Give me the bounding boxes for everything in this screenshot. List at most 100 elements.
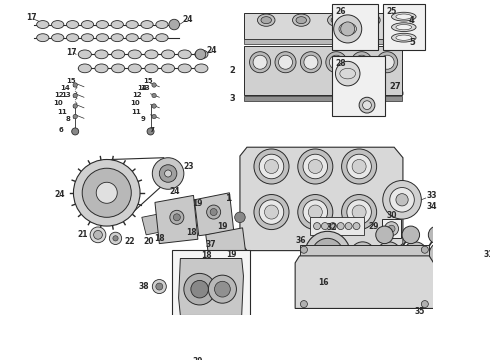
Text: 24: 24 <box>182 15 193 24</box>
Circle shape <box>428 226 446 244</box>
Ellipse shape <box>396 35 412 40</box>
Circle shape <box>303 200 328 224</box>
Ellipse shape <box>156 34 168 42</box>
Text: 13: 13 <box>62 92 72 98</box>
Circle shape <box>347 200 371 224</box>
Circle shape <box>191 280 208 298</box>
Ellipse shape <box>126 21 138 28</box>
Ellipse shape <box>257 14 275 26</box>
Circle shape <box>359 97 375 113</box>
Ellipse shape <box>67 34 79 42</box>
Circle shape <box>109 232 122 244</box>
Circle shape <box>363 101 371 109</box>
Text: 32: 32 <box>327 223 337 232</box>
Circle shape <box>312 238 343 270</box>
Ellipse shape <box>178 64 191 73</box>
Circle shape <box>265 159 278 174</box>
Ellipse shape <box>37 34 49 42</box>
Circle shape <box>147 128 154 135</box>
Circle shape <box>347 154 371 179</box>
Ellipse shape <box>141 21 153 28</box>
Circle shape <box>382 247 396 261</box>
Text: 10: 10 <box>53 100 63 107</box>
Circle shape <box>380 55 394 69</box>
Text: 16: 16 <box>318 278 328 287</box>
Text: 37: 37 <box>206 240 216 249</box>
Circle shape <box>72 128 79 135</box>
Ellipse shape <box>363 14 380 26</box>
Circle shape <box>326 52 347 73</box>
Ellipse shape <box>396 14 412 19</box>
Bar <box>332 4 377 50</box>
Circle shape <box>94 230 102 239</box>
Ellipse shape <box>392 33 416 42</box>
Text: 38: 38 <box>138 282 149 291</box>
Ellipse shape <box>195 50 208 59</box>
Circle shape <box>170 210 184 224</box>
Circle shape <box>195 49 206 60</box>
Polygon shape <box>295 256 434 309</box>
Circle shape <box>308 205 322 219</box>
Polygon shape <box>178 258 244 315</box>
Ellipse shape <box>112 64 125 73</box>
Circle shape <box>435 247 448 261</box>
Text: 34: 34 <box>427 202 437 211</box>
Circle shape <box>259 154 284 179</box>
Bar <box>172 250 250 324</box>
Circle shape <box>305 231 350 277</box>
Circle shape <box>321 222 328 230</box>
Text: 30: 30 <box>386 211 397 220</box>
Text: 5: 5 <box>409 37 415 46</box>
Ellipse shape <box>396 24 412 30</box>
Text: 8: 8 <box>66 116 71 122</box>
Circle shape <box>152 279 166 293</box>
Text: 10: 10 <box>130 100 140 107</box>
Polygon shape <box>245 13 402 40</box>
Circle shape <box>456 242 480 266</box>
Circle shape <box>278 55 293 69</box>
Text: 14: 14 <box>137 85 147 91</box>
Bar <box>245 95 402 101</box>
Text: 15: 15 <box>66 78 75 84</box>
Bar <box>383 4 425 50</box>
Circle shape <box>184 273 216 305</box>
Circle shape <box>461 247 475 261</box>
Circle shape <box>207 205 220 219</box>
Circle shape <box>403 242 427 266</box>
Circle shape <box>73 104 77 108</box>
Circle shape <box>329 222 336 230</box>
Bar <box>245 40 402 44</box>
Polygon shape <box>245 46 402 95</box>
Ellipse shape <box>37 21 49 28</box>
Ellipse shape <box>126 34 138 42</box>
Circle shape <box>156 283 163 290</box>
Ellipse shape <box>51 21 64 28</box>
Ellipse shape <box>96 21 108 28</box>
Polygon shape <box>142 213 168 235</box>
Circle shape <box>421 301 428 307</box>
Circle shape <box>429 242 454 266</box>
Polygon shape <box>240 147 403 251</box>
Circle shape <box>408 247 422 261</box>
Ellipse shape <box>128 50 141 59</box>
Circle shape <box>334 15 362 43</box>
Circle shape <box>73 114 77 119</box>
Circle shape <box>314 222 320 230</box>
Ellipse shape <box>331 17 342 24</box>
Circle shape <box>385 222 398 236</box>
Circle shape <box>355 55 369 69</box>
Circle shape <box>259 200 284 224</box>
Ellipse shape <box>95 50 108 59</box>
Text: 31: 31 <box>484 249 490 258</box>
Text: 24: 24 <box>207 46 217 55</box>
Ellipse shape <box>128 64 141 73</box>
Circle shape <box>208 275 237 303</box>
Ellipse shape <box>67 21 79 28</box>
Text: 36: 36 <box>295 235 306 244</box>
Bar <box>382 219 401 238</box>
Circle shape <box>342 149 377 184</box>
Circle shape <box>152 158 184 189</box>
Ellipse shape <box>162 64 174 73</box>
Circle shape <box>455 226 472 244</box>
Text: 20: 20 <box>144 237 154 246</box>
